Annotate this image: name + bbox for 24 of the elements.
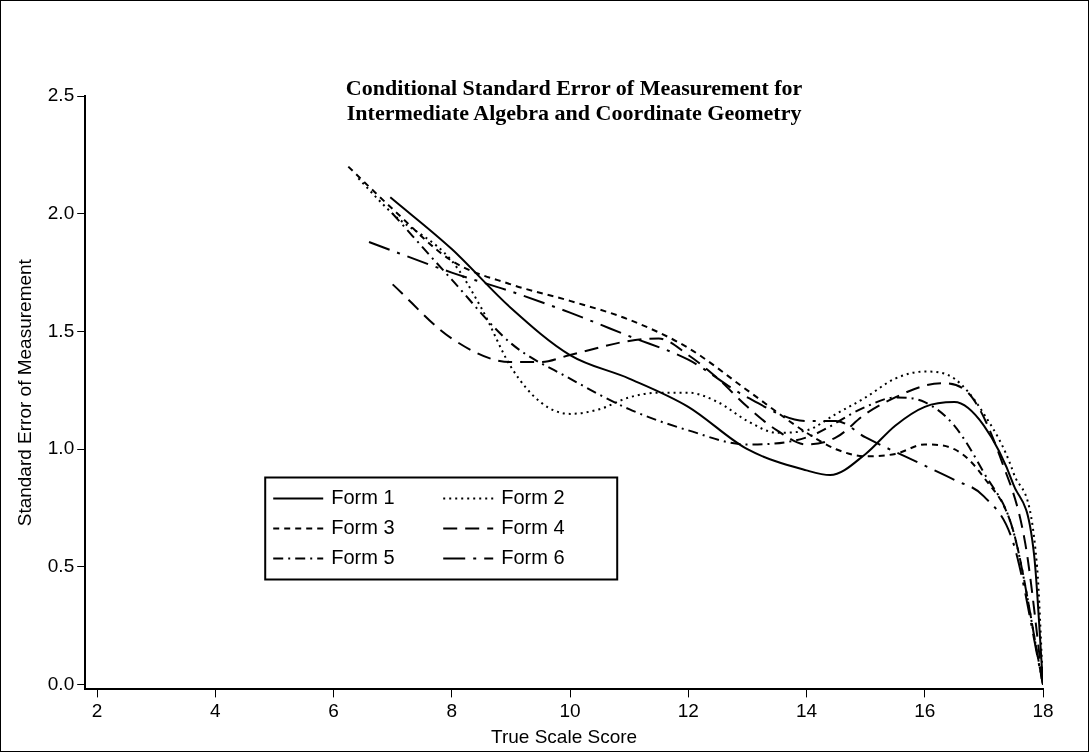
x-tick-label: 4 bbox=[209, 700, 221, 722]
y-tick-label: 1.5 bbox=[47, 319, 75, 341]
y-axis-title: Standard Error of Measurement bbox=[13, 258, 35, 527]
legend-label: Form 4 bbox=[501, 515, 565, 538]
legend-label: Form 1 bbox=[331, 485, 395, 508]
x-tick-label: 10 bbox=[559, 700, 581, 722]
x-tick-label: 18 bbox=[1032, 700, 1054, 722]
y-tick-label: 0.0 bbox=[47, 672, 75, 694]
x-tick-label: 2 bbox=[91, 700, 103, 722]
x-tick-label: 8 bbox=[446, 700, 458, 722]
legend-label: Form 5 bbox=[331, 545, 395, 568]
x-tick-label: 16 bbox=[914, 700, 936, 722]
x-tick-label: 12 bbox=[677, 700, 699, 722]
y-tick-label: 2.0 bbox=[47, 201, 75, 223]
chart-title: Conditional Standard Error of Measurement for Intermediate Algebra and Coordinate Geometry bbox=[345, 74, 803, 125]
y-tick-label: 2.5 bbox=[47, 84, 75, 106]
y-tick-label: 1.0 bbox=[47, 437, 75, 459]
legend-label: Form 6 bbox=[501, 545, 565, 568]
x-tick-label: 6 bbox=[328, 700, 339, 722]
x-tick-label: 14 bbox=[795, 700, 818, 722]
legend-label: Form 2 bbox=[501, 485, 565, 508]
y-tick-label: 0.5 bbox=[47, 555, 75, 577]
x-axis-title: True Scale Score bbox=[491, 725, 638, 747]
legend-label: Form 3 bbox=[331, 515, 395, 538]
